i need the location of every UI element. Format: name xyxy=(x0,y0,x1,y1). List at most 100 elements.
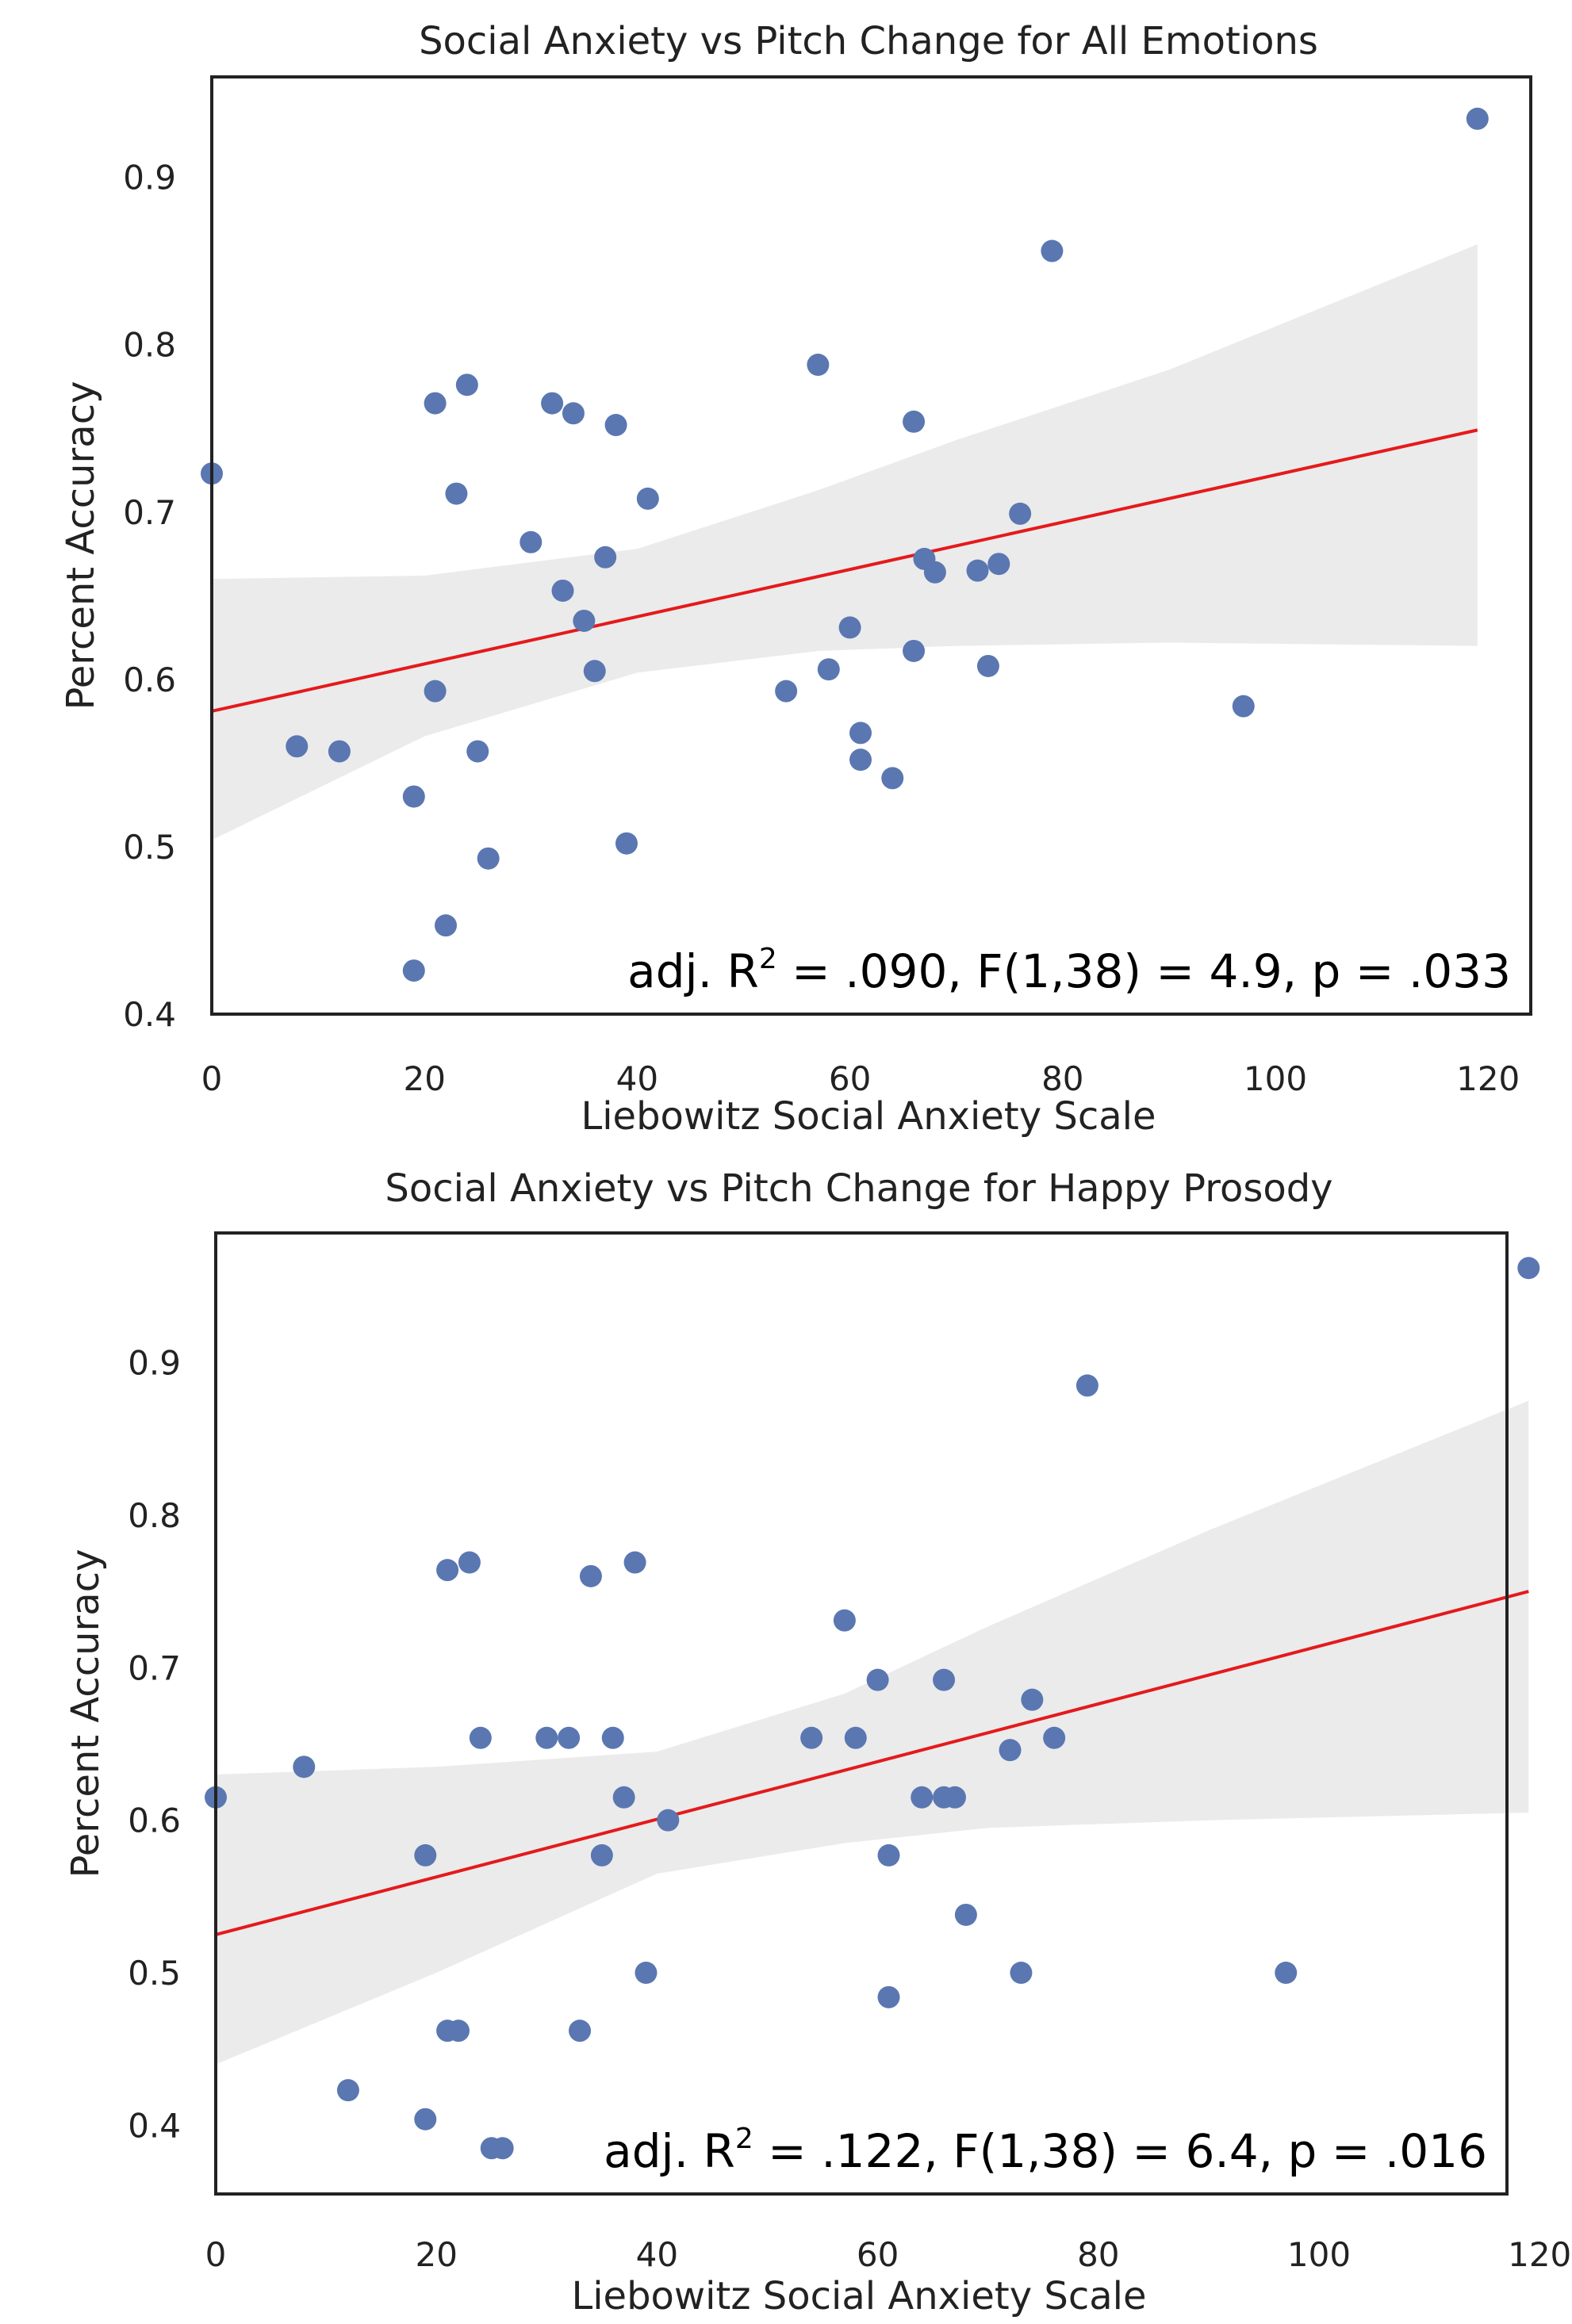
stats-suffix: = .090, F(1,38) = 4.9, p = .033 xyxy=(777,944,1511,998)
confidence-band xyxy=(212,244,1478,840)
data-point xyxy=(520,530,543,553)
y-tick-label: 0.5 xyxy=(128,1954,181,1993)
data-point xyxy=(573,609,596,632)
data-point xyxy=(966,559,989,582)
data-point xyxy=(447,2020,470,2043)
data-point xyxy=(623,1551,646,1574)
y-axis-label: Percent Accuracy xyxy=(59,381,103,710)
confidence-band xyxy=(216,1400,1529,2065)
x-tick-label: 120 xyxy=(1456,1059,1520,1098)
data-point xyxy=(445,482,468,505)
x-tick-label: 40 xyxy=(616,1059,658,1098)
stats-annotation: adj. R2 = .090, F(1,38) = 4.9, p = .033 xyxy=(627,943,1511,998)
data-point xyxy=(1232,695,1255,718)
data-point xyxy=(424,680,447,703)
y-axis-ticks: 0.4 0.5 0.6 0.7 0.8 0.9 xyxy=(128,1344,181,2146)
stats-annotation: adj. R2 = .122, F(1,38) = 6.4, p = .016 xyxy=(604,2123,1487,2178)
data-point xyxy=(604,414,627,437)
data-point xyxy=(881,767,904,790)
data-point xyxy=(455,373,478,396)
data-point xyxy=(903,639,926,662)
data-point xyxy=(903,410,926,433)
data-point xyxy=(458,1551,481,1574)
y-tick-label: 0.9 xyxy=(128,1344,181,1383)
data-point xyxy=(579,1564,602,1587)
y-tick-label: 0.6 xyxy=(123,660,176,699)
data-point xyxy=(1275,1962,1298,1985)
data-point xyxy=(976,654,999,677)
data-point xyxy=(657,1809,680,1832)
chart-svg: Social Anxiety vs Pitch Change for All E… xyxy=(59,19,1532,1139)
data-point xyxy=(424,392,447,415)
data-point xyxy=(817,658,840,681)
data-point xyxy=(562,402,585,425)
data-point xyxy=(435,914,458,937)
x-tick-label: 80 xyxy=(1077,2235,1119,2274)
data-point xyxy=(491,2137,514,2160)
x-tick-label: 20 xyxy=(415,2235,457,2274)
x-tick-label: 20 xyxy=(403,1059,445,1098)
data-point xyxy=(414,2108,437,2131)
data-point xyxy=(933,1668,956,1691)
data-point xyxy=(635,1962,658,1985)
x-tick-label: 60 xyxy=(857,2235,899,2274)
data-point xyxy=(612,1786,635,1809)
y-tick-label: 0.5 xyxy=(123,828,176,867)
regression-line xyxy=(215,1590,1529,1936)
data-point xyxy=(551,579,574,602)
x-tick-label: 60 xyxy=(829,1059,871,1098)
stats-superscript: 2 xyxy=(735,2123,753,2155)
x-axis-label: Liebowitz Social Anxiety Scale xyxy=(571,2274,1146,2318)
x-tick-label: 120 xyxy=(1508,2235,1571,2274)
data-point xyxy=(436,1559,459,1582)
data-point xyxy=(636,487,659,510)
data-point xyxy=(558,1726,581,1749)
data-point xyxy=(615,832,638,855)
x-tick-label: 80 xyxy=(1041,1059,1083,1098)
data-point xyxy=(833,1609,856,1632)
plot-area xyxy=(201,107,1489,982)
data-point xyxy=(594,546,617,569)
data-point xyxy=(414,1844,437,1866)
data-point xyxy=(1466,107,1489,130)
data-point xyxy=(336,2079,359,2102)
chart-svg: Social Anxiety vs Pitch Change for Happy… xyxy=(63,1166,1571,2318)
chart-title: Social Anxiety vs Pitch Change for Happy… xyxy=(385,1166,1332,1211)
data-point xyxy=(293,1755,316,1778)
y-tick-label: 0.9 xyxy=(123,159,176,197)
plot-frame xyxy=(214,1231,1509,2196)
data-point xyxy=(583,660,606,683)
data-point xyxy=(601,1726,624,1749)
data-point xyxy=(849,722,872,745)
y-tick-label: 0.7 xyxy=(128,1648,181,1687)
data-point xyxy=(1041,239,1064,262)
data-point xyxy=(1009,502,1032,525)
plot-frame xyxy=(210,75,1532,1016)
data-point xyxy=(807,354,830,377)
data-point xyxy=(1043,1726,1066,1749)
data-point xyxy=(877,1985,900,2008)
x-tick-label: 0 xyxy=(201,1059,223,1098)
chart-panel-all-emotions: Social Anxiety vs Pitch Change for All E… xyxy=(59,19,1532,1139)
data-point xyxy=(800,1726,823,1749)
regression-line xyxy=(211,428,1478,713)
data-point xyxy=(849,749,872,771)
data-point xyxy=(328,740,351,763)
y-tick-label: 0.7 xyxy=(123,493,176,532)
data-point xyxy=(402,785,425,808)
x-tick-label: 100 xyxy=(1244,1059,1307,1098)
x-tick-label: 100 xyxy=(1287,2235,1351,2274)
stats-prefix: adj. R xyxy=(627,944,759,998)
data-point xyxy=(469,1726,492,1749)
chart-title: Social Anxiety vs Pitch Change for All E… xyxy=(419,19,1318,63)
data-point xyxy=(1517,1257,1540,1280)
data-point xyxy=(541,392,564,415)
stats-superscript: 2 xyxy=(759,943,777,975)
data-point xyxy=(775,680,798,703)
data-point xyxy=(954,1903,977,1926)
data-point xyxy=(911,1786,934,1809)
y-axis-ticks: 0.4 0.5 0.6 0.7 0.8 0.9 xyxy=(123,159,176,1034)
data-point xyxy=(877,1844,900,1866)
y-axis-label: Percent Accuracy xyxy=(63,1549,108,1878)
data-point xyxy=(466,740,489,763)
